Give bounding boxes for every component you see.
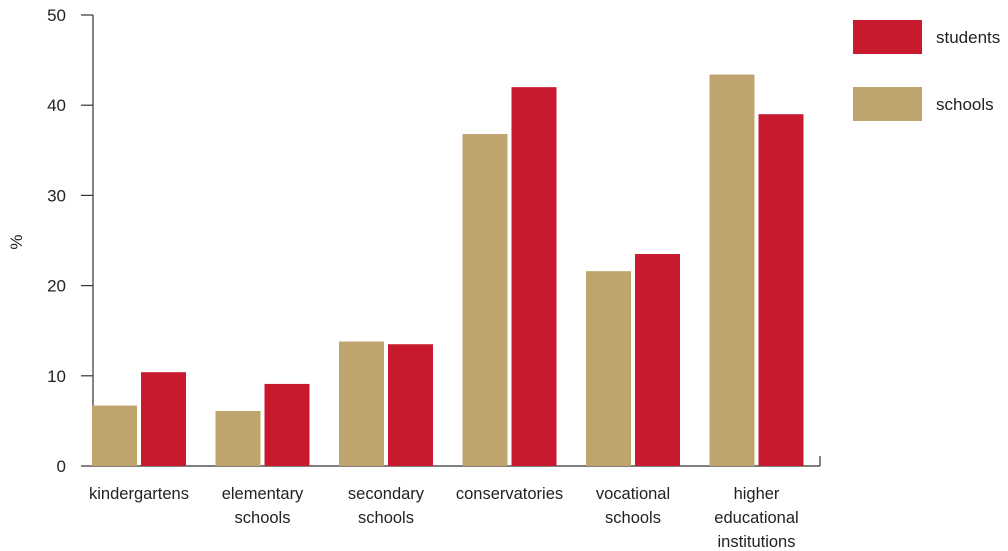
category-label: elementary: [222, 485, 304, 503]
y-tick-label: 40: [47, 96, 66, 115]
bar-schools-1: [215, 410, 261, 466]
category-labels: kindergartens elementary schools secondary s…: [89, 485, 799, 551]
bars: [92, 74, 804, 467]
bar-schools-4: [586, 271, 631, 466]
bar-students-3: [511, 87, 557, 466]
bar-students-2: [388, 344, 433, 466]
bar-schools-3: [462, 134, 508, 466]
y-tick-label: 10: [47, 367, 66, 386]
category-label: schools: [235, 509, 291, 527]
bar-schools-5: [709, 74, 755, 467]
category-label: institutions: [718, 533, 796, 551]
category-label: schools: [605, 509, 661, 527]
legend-swatch-students: [853, 20, 922, 54]
legend-label-students: students: [936, 28, 1000, 47]
x-axis: [93, 456, 821, 467]
y-tick-label: 0: [57, 457, 66, 476]
bar-students-5: [758, 114, 804, 466]
category-label: higher: [734, 485, 780, 503]
category-label: kindergartens: [89, 485, 189, 503]
bar-students-4: [635, 254, 680, 466]
bar-students-0: [141, 372, 186, 466]
bar-schools-2: [339, 341, 384, 466]
y-axis-label: %: [7, 234, 26, 249]
bar-schools-0: [92, 405, 137, 466]
category-label: schools: [358, 509, 414, 527]
y-tick-label: 50: [47, 6, 66, 25]
y-tick-label: 20: [47, 277, 66, 296]
category-label: conservatories: [456, 485, 563, 503]
legend-label-schools: schools: [936, 95, 994, 114]
category-label: vocational: [596, 485, 670, 503]
legend: students schools: [853, 20, 1000, 121]
y-tick-label: 30: [47, 186, 66, 205]
category-label: secondary: [348, 485, 425, 503]
legend-swatch-schools: [853, 87, 922, 121]
y-axis: 0 10 20 30 40 50: [47, 6, 94, 476]
bar-students-1: [264, 383, 310, 466]
category-label: educational: [714, 509, 798, 527]
